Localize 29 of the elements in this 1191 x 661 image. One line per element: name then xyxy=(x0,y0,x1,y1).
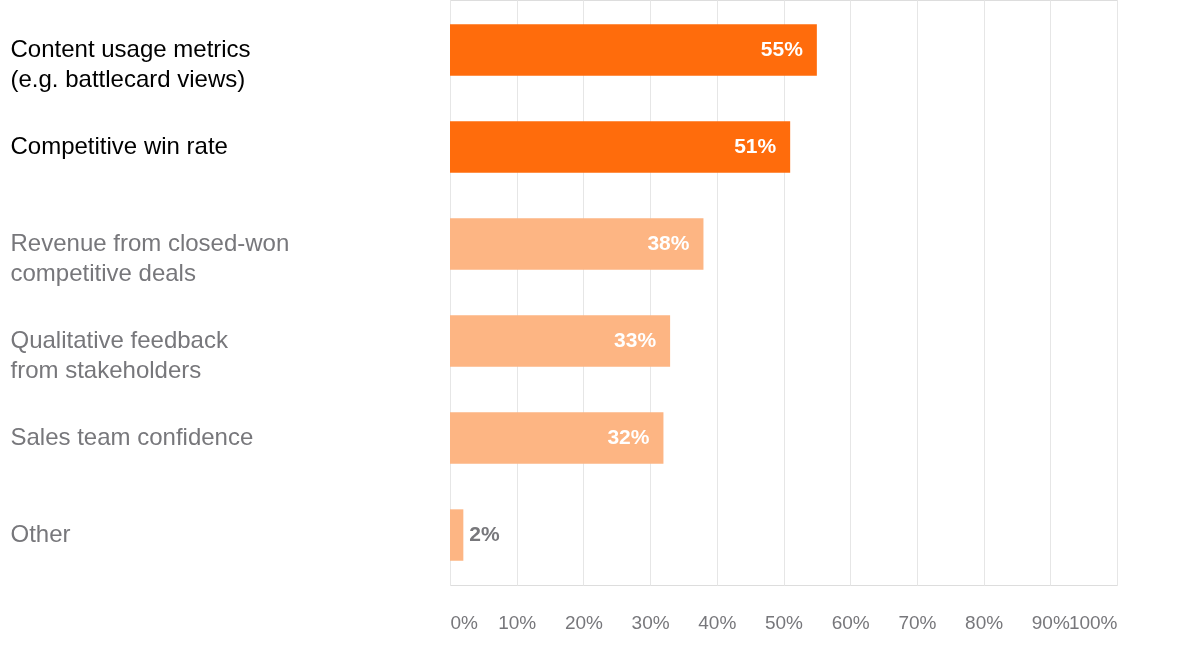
bar xyxy=(450,121,791,173)
x-tick-label: 50% xyxy=(764,611,804,633)
bar xyxy=(450,315,671,367)
x-tick-label: 10% xyxy=(498,611,537,633)
x-tick-label: 100% xyxy=(1068,611,1118,633)
x-tick-label: 20% xyxy=(564,611,604,633)
y-tick-label: Content usage metrics (e.g. battlecard views) xyxy=(10,34,251,92)
bar xyxy=(450,412,664,464)
x-tick-label: 70% xyxy=(898,611,937,633)
x-tick-label: 60% xyxy=(831,611,870,633)
data-label: 38% xyxy=(647,230,690,254)
data-label: 33% xyxy=(614,328,657,352)
x-tick-label: 30% xyxy=(631,611,670,633)
data-label: 32% xyxy=(607,425,650,449)
bar xyxy=(450,218,704,270)
x-tick-label: 80% xyxy=(965,611,1004,633)
y-tick-label: Sales team confidence xyxy=(10,423,254,451)
x-tick-label: 0% xyxy=(450,611,479,633)
y-tick-label: Qualitative feedback from stakeholders xyxy=(10,326,229,384)
y-tick-label: Competitive win rate xyxy=(10,131,228,159)
y-tick-label: Other xyxy=(10,520,71,548)
bar xyxy=(450,509,464,561)
data-label: 51% xyxy=(734,133,777,157)
data-label: 2% xyxy=(469,522,501,546)
x-tick-label: 40% xyxy=(698,611,737,633)
bar xyxy=(450,24,817,76)
data-label: 55% xyxy=(760,36,804,60)
y-tick-label: Revenue from closed-won competitive deals xyxy=(10,228,290,286)
x-tick-label: 90% xyxy=(1031,611,1070,633)
